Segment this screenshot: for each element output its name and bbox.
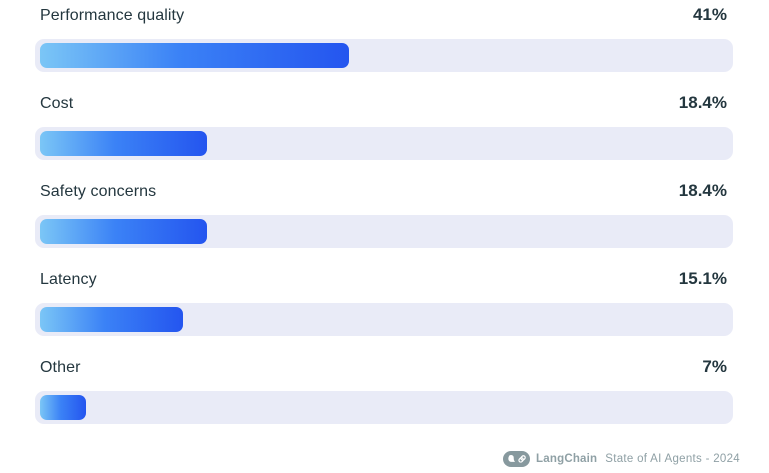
bar-track	[35, 391, 733, 424]
bar-track	[35, 39, 733, 72]
brand-name: LangChain	[536, 453, 598, 465]
value-label: 41%	[692, 5, 727, 24]
category-label: Safety concerns	[40, 183, 157, 200]
bar-fill	[40, 43, 349, 68]
value-label: 7%	[702, 357, 727, 376]
value-label: 15.1%	[678, 269, 727, 288]
bar-row: Other 7%	[35, 356, 733, 424]
bar-track	[35, 215, 733, 248]
bar-chart: Performance quality 41% Cost 18.4% Safet…	[35, 4, 733, 424]
bar-row-header: Other 7%	[35, 356, 733, 379]
category-label: Performance quality	[40, 7, 185, 24]
attribution-footer: LangChain State of AI Agents - 2024	[503, 451, 740, 467]
bar-track	[35, 127, 733, 160]
bar-row-header: Performance quality 41%	[35, 4, 733, 27]
bar-fill	[40, 131, 208, 156]
bar-row: Cost 18.4%	[35, 92, 733, 160]
report-caption: State of AI Agents - 2024	[605, 453, 740, 465]
category-label: Cost	[40, 95, 74, 112]
bar-row: Latency 15.1%	[35, 268, 733, 336]
bar-row-header: Cost 18.4%	[35, 92, 733, 115]
bar-fill	[40, 395, 87, 420]
bar-row-header: Safety concerns 18.4%	[35, 180, 733, 203]
bar-row-header: Latency 15.1%	[35, 268, 733, 291]
value-label: 18.4%	[678, 181, 727, 200]
category-label: Other	[40, 359, 81, 376]
langchain-parrot-link-logo-icon	[503, 451, 531, 467]
bar-fill	[40, 307, 184, 332]
bar-fill	[40, 219, 208, 244]
bar-row: Safety concerns 18.4%	[35, 180, 733, 248]
value-label: 18.4%	[678, 93, 727, 112]
bar-track	[35, 303, 733, 336]
category-label: Latency	[40, 271, 97, 288]
bar-row: Performance quality 41%	[35, 4, 733, 72]
